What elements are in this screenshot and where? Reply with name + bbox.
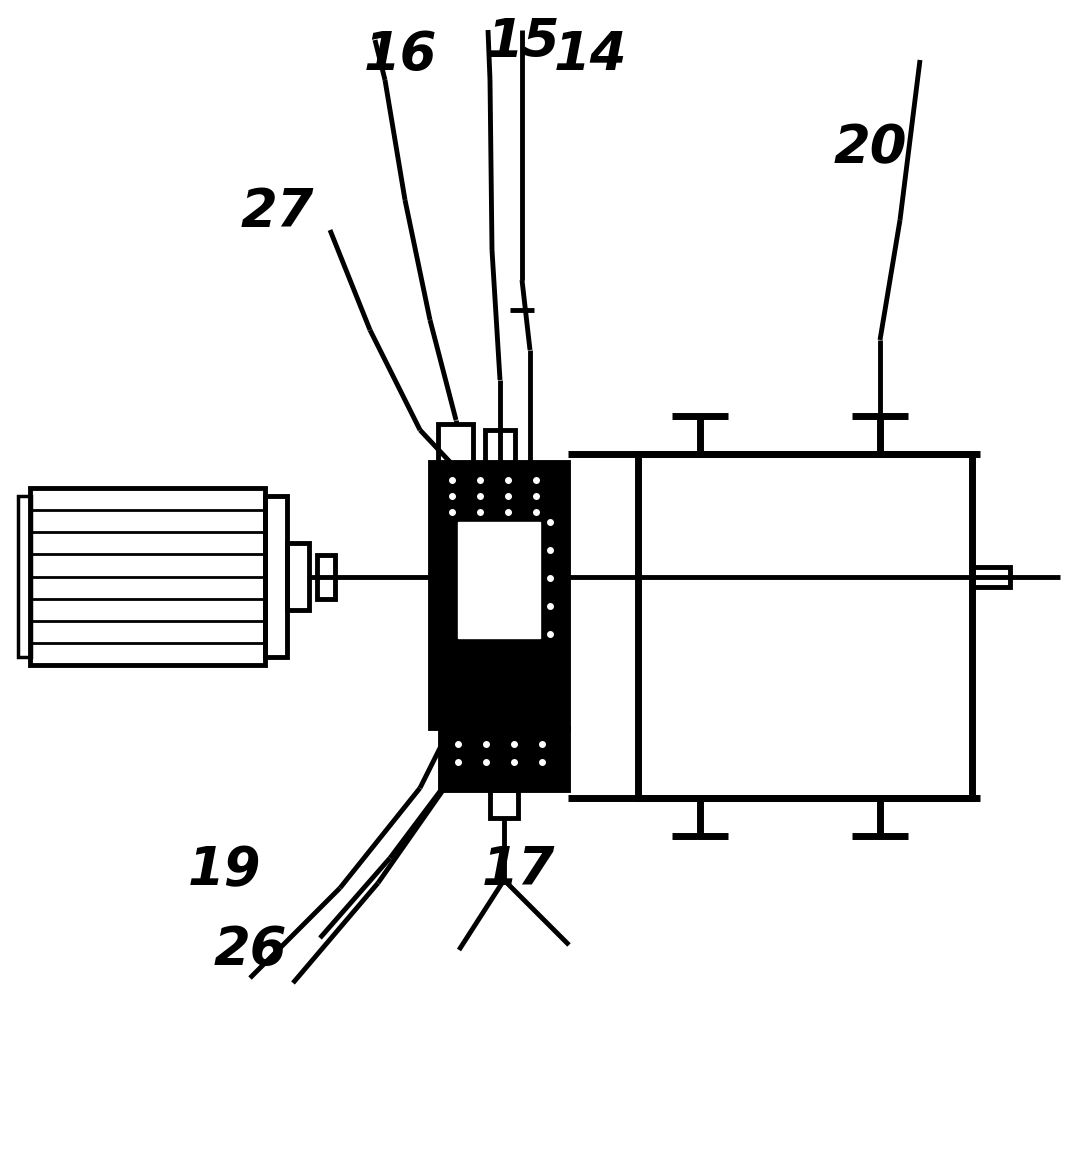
Bar bbox=[458, 522, 540, 638]
Bar bbox=[490, 790, 518, 818]
Bar bbox=[485, 430, 515, 463]
Bar bbox=[18, 496, 31, 657]
Bar bbox=[317, 554, 334, 598]
Bar bbox=[972, 567, 1010, 587]
Bar bbox=[638, 454, 972, 798]
Text: 16: 16 bbox=[363, 29, 436, 80]
Bar bbox=[30, 488, 265, 665]
Text: 15: 15 bbox=[487, 16, 560, 68]
Bar bbox=[430, 462, 568, 728]
Bar bbox=[438, 424, 473, 463]
Bar bbox=[287, 543, 309, 610]
Bar bbox=[440, 728, 568, 790]
Text: 20: 20 bbox=[833, 122, 907, 174]
Text: 26: 26 bbox=[213, 923, 286, 976]
Bar bbox=[265, 496, 287, 657]
Text: 17: 17 bbox=[481, 844, 554, 896]
Text: 14: 14 bbox=[553, 29, 627, 80]
Text: 27: 27 bbox=[240, 186, 314, 238]
Text: 19: 19 bbox=[188, 844, 260, 896]
